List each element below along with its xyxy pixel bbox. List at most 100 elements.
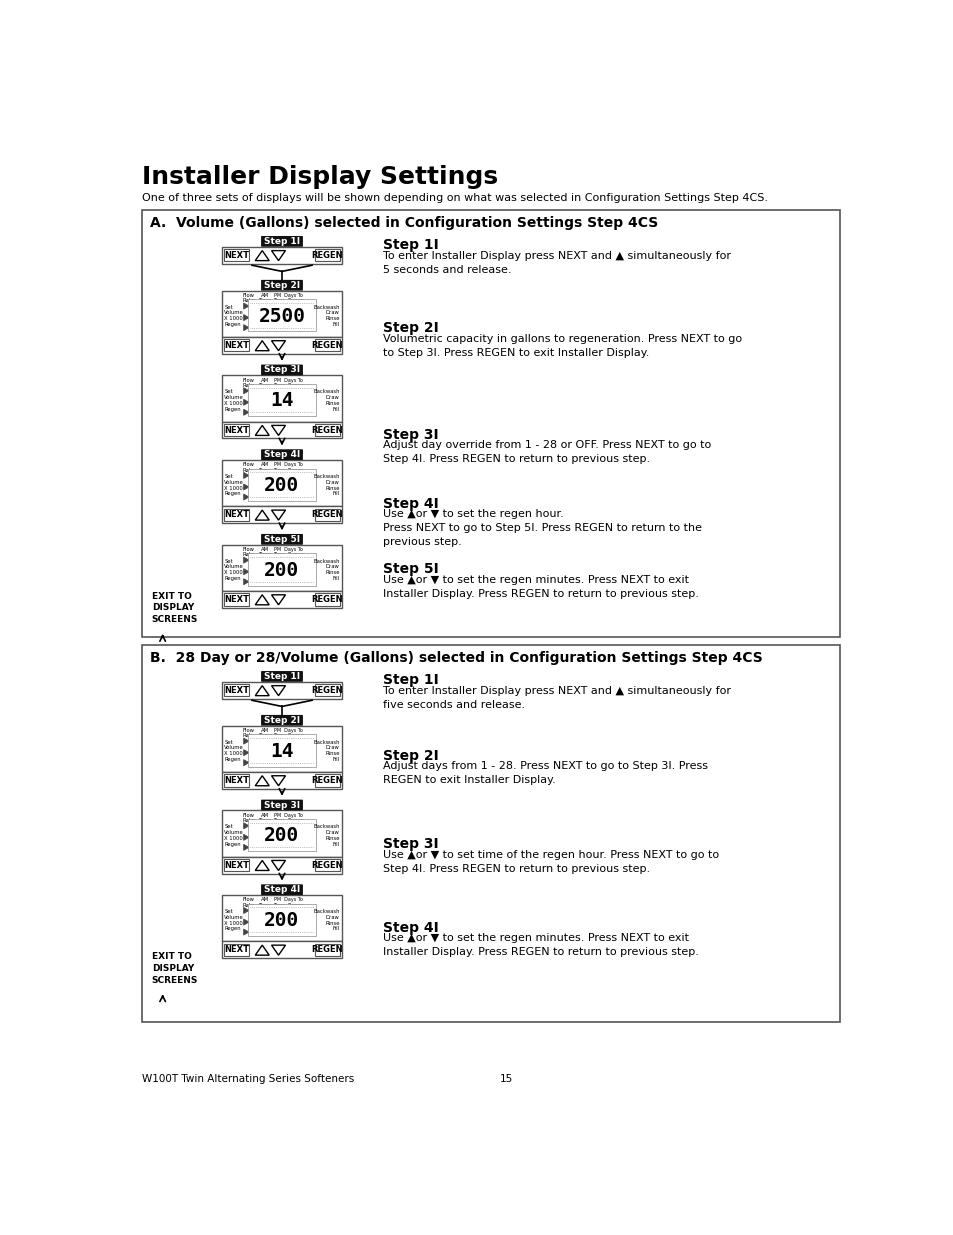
Text: Step 5I: Step 5I — [382, 562, 438, 577]
Text: NEXT: NEXT — [224, 861, 249, 869]
Text: Flow
Rate: Flow Rate — [242, 813, 254, 823]
Text: Backwash
Draw
Rinse
Fill: Backwash Draw Rinse Fill — [313, 740, 339, 762]
Bar — [222, 545, 342, 592]
Text: Backwash
Draw
Rinse
Fill: Backwash Draw Rinse Fill — [313, 389, 339, 411]
Text: Step 1I: Step 1I — [264, 237, 300, 246]
Text: NEXT: NEXT — [224, 251, 249, 259]
Bar — [224, 684, 249, 697]
Text: REGEN: REGEN — [312, 341, 343, 350]
Text: Step 4I: Step 4I — [264, 885, 300, 894]
Bar — [314, 858, 339, 871]
Bar — [222, 375, 342, 421]
Text: Set
Volume
X 1000
Regen: Set Volume X 1000 Regen — [224, 558, 244, 580]
Text: PM  Days To
Time  Regen: PM Days To Time Regen — [273, 898, 303, 908]
Bar — [222, 592, 342, 608]
Text: REGEN: REGEN — [312, 251, 343, 259]
Text: PM  Days To
Time  Regen: PM Days To Time Regen — [273, 293, 303, 304]
Bar — [222, 682, 342, 699]
Bar — [224, 593, 249, 605]
Text: 200: 200 — [264, 826, 299, 845]
Bar — [314, 340, 339, 352]
Polygon shape — [243, 919, 249, 925]
Bar — [222, 726, 342, 772]
Bar — [222, 895, 342, 941]
Bar — [314, 684, 339, 697]
Polygon shape — [255, 861, 269, 871]
FancyBboxPatch shape — [261, 280, 303, 290]
Text: Step 3I: Step 3I — [382, 427, 438, 442]
Text: NEXT: NEXT — [224, 426, 249, 435]
Text: W100T Twin Alternating Series Softeners: W100T Twin Alternating Series Softeners — [142, 1073, 355, 1084]
Polygon shape — [243, 908, 249, 914]
Polygon shape — [255, 776, 269, 785]
Bar — [142, 645, 840, 1023]
Polygon shape — [272, 861, 285, 871]
Text: Installer Display Settings: Installer Display Settings — [142, 165, 498, 189]
Text: Backwash
Draw
Rinse
Fill: Backwash Draw Rinse Fill — [313, 474, 339, 496]
Text: AM
Time: AM Time — [258, 547, 272, 557]
Bar — [224, 774, 249, 787]
Text: PM  Days To
Time  Regen: PM Days To Time Regen — [273, 547, 303, 557]
Text: NEXT: NEXT — [224, 685, 249, 695]
Polygon shape — [255, 595, 269, 605]
Text: To enter Installer Display press NEXT and ▲ simultaneously for
five seconds and : To enter Installer Display press NEXT an… — [382, 685, 730, 710]
Text: Flow
Rate: Flow Rate — [242, 727, 254, 739]
FancyBboxPatch shape — [261, 236, 303, 247]
Text: Use ▲or ▼ to set the regen minutes. Press NEXT to exit
Installer Display. Press : Use ▲or ▼ to set the regen minutes. Pres… — [382, 932, 698, 957]
Text: Backwash
Draw
Rinse
Fill: Backwash Draw Rinse Fill — [313, 824, 339, 847]
Polygon shape — [255, 425, 269, 436]
Text: Use ▲or ▼ to set the regen minutes. Press NEXT to exit
Installer Display. Press : Use ▲or ▼ to set the regen minutes. Pres… — [382, 574, 698, 599]
Polygon shape — [243, 388, 249, 394]
Polygon shape — [255, 510, 269, 520]
Polygon shape — [243, 835, 249, 841]
Text: Use ▲or ▼ to set time of the regen hour. Press NEXT to go to
Step 4I. Press REGE: Use ▲or ▼ to set time of the regen hour.… — [382, 850, 719, 873]
Text: PM  Days To
Time  Regen: PM Days To Time Regen — [273, 813, 303, 823]
FancyBboxPatch shape — [261, 799, 303, 810]
Text: 14: 14 — [270, 391, 294, 410]
Bar — [222, 461, 342, 506]
Bar — [224, 509, 249, 521]
Text: EXIT TO
DISPLAY
SCREENS: EXIT TO DISPLAY SCREENS — [152, 592, 198, 624]
Text: NEXT: NEXT — [224, 595, 249, 604]
Text: EXIT TO
DISPLAY
SCREENS: EXIT TO DISPLAY SCREENS — [152, 952, 198, 984]
Bar — [142, 210, 840, 637]
Text: A.  Volume (Gallons) selected in Configuration Settings Step 4CS: A. Volume (Gallons) selected in Configur… — [150, 216, 658, 230]
Text: AM
Time: AM Time — [258, 813, 272, 823]
Polygon shape — [272, 945, 285, 955]
Bar — [248, 904, 315, 936]
Bar — [248, 299, 315, 331]
Text: 2500: 2500 — [258, 306, 305, 326]
Text: NEXT: NEXT — [224, 776, 249, 785]
Text: REGEN: REGEN — [312, 510, 343, 519]
Bar — [222, 810, 342, 857]
Text: Set
Volume
X 1000
Regen: Set Volume X 1000 Regen — [224, 474, 244, 496]
Bar — [222, 857, 342, 873]
Polygon shape — [255, 685, 269, 695]
Text: Step 2I: Step 2I — [382, 321, 438, 336]
Polygon shape — [243, 823, 249, 829]
Text: AM
Time: AM Time — [258, 378, 272, 388]
Text: Flow
Rate: Flow Rate — [242, 547, 254, 557]
Text: To enter Installer Display press NEXT and ▲ simultaneously for
5 seconds and rel: To enter Installer Display press NEXT an… — [382, 251, 730, 274]
Text: Backwash
Draw
Rinse
Fill: Backwash Draw Rinse Fill — [313, 558, 339, 580]
Text: Set
Volume
X 1000
Regen: Set Volume X 1000 Regen — [224, 389, 244, 411]
Text: 200: 200 — [264, 561, 299, 579]
Text: Step 2I: Step 2I — [264, 716, 300, 725]
FancyBboxPatch shape — [261, 671, 303, 682]
Text: Volumetric capacity in gallons to regeneration. Press NEXT to go
to Step 3I. Pre: Volumetric capacity in gallons to regene… — [382, 333, 741, 358]
Polygon shape — [272, 341, 285, 351]
Bar — [314, 593, 339, 605]
Bar — [314, 424, 339, 436]
Polygon shape — [255, 945, 269, 955]
FancyBboxPatch shape — [261, 715, 303, 726]
Bar — [248, 468, 315, 501]
Text: 14: 14 — [270, 741, 294, 761]
Text: Step 1I: Step 1I — [382, 673, 438, 688]
Text: REGEN: REGEN — [312, 685, 343, 695]
Text: 200: 200 — [264, 475, 299, 495]
Bar — [224, 858, 249, 871]
Text: REGEN: REGEN — [312, 426, 343, 435]
Polygon shape — [243, 845, 249, 851]
Polygon shape — [272, 425, 285, 436]
Bar — [222, 772, 342, 789]
